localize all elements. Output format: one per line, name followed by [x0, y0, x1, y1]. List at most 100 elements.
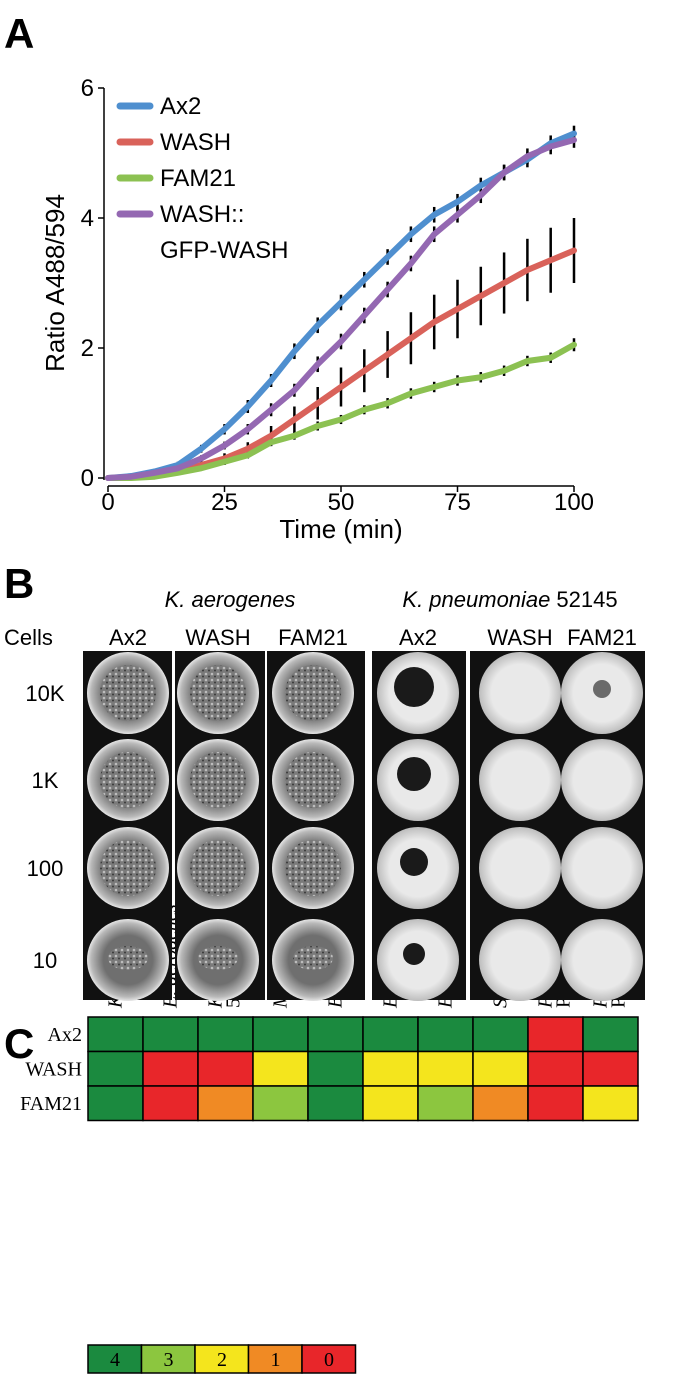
row-label: 10K — [25, 681, 64, 706]
plate-well — [479, 739, 561, 821]
scale-swatch — [194, 1344, 250, 1374]
row-label: 1K — [32, 768, 59, 793]
group-title-plain: 52145 — [556, 587, 617, 612]
plaque — [285, 752, 341, 808]
plaque — [285, 665, 341, 721]
plate-well — [561, 827, 643, 909]
heatmap-cell — [197, 1016, 254, 1053]
column-label: WASH — [487, 625, 552, 650]
scale-label: 2 — [217, 1349, 227, 1371]
heatmap-cell — [472, 1085, 529, 1122]
heatmap-cell — [87, 1016, 144, 1053]
scale-label: 0 — [324, 1349, 334, 1371]
scale-label: 1 — [271, 1349, 281, 1371]
clearing — [593, 680, 611, 698]
column-label: FAM21 — [567, 625, 637, 650]
y-axis-label: Ratio A488/594 — [40, 194, 70, 372]
heatmap-cell — [307, 1085, 364, 1122]
row-label: WASH — [25, 1059, 82, 1081]
heatmap-cell — [307, 1050, 364, 1087]
legend-label: WASH:: GFP-WASH — [160, 201, 288, 264]
scale-label: 4 — [110, 1349, 120, 1371]
plaque — [108, 946, 148, 970]
heatmap-cell — [582, 1016, 639, 1053]
plaque — [190, 840, 246, 896]
x-tick-label: 75 — [444, 489, 471, 516]
clearing — [397, 757, 431, 791]
heatmap-cell — [582, 1085, 639, 1122]
column-label: FAM21 — [278, 625, 348, 650]
x-tick-label: 50 — [328, 489, 355, 516]
x-tick-label: 0 — [101, 489, 114, 516]
plaque — [198, 946, 238, 970]
plate-well — [561, 739, 643, 821]
heatmap-cell — [472, 1050, 529, 1087]
heatmap-cell — [252, 1016, 309, 1053]
row-label: 100 — [27, 856, 64, 881]
group-title-italic: K. pneumoniae — [402, 587, 550, 612]
scale-swatch — [140, 1344, 196, 1374]
heatmap-cell — [362, 1016, 419, 1053]
panel-label: A — [4, 10, 34, 57]
x-tick-label: 100 — [554, 489, 594, 516]
series-line — [105, 341, 577, 481]
column-label: Ax2 — [399, 625, 437, 650]
plate-well — [479, 652, 561, 734]
clearing — [400, 848, 428, 876]
heatmap-cell — [582, 1050, 639, 1087]
heatmap-cell — [362, 1085, 419, 1122]
heatmap-cell — [417, 1085, 474, 1122]
scale-swatch — [301, 1344, 357, 1374]
plate-well — [479, 827, 561, 909]
heatmap-cell — [307, 1016, 364, 1053]
heatmap-cell — [197, 1085, 254, 1122]
plaque — [190, 752, 246, 808]
legend-label: Ax2 — [160, 93, 201, 120]
x-tick-label: 25 — [211, 489, 238, 516]
heatmap-cell — [142, 1085, 199, 1122]
heatmap-cell — [527, 1085, 584, 1122]
row-label: 10 — [33, 948, 57, 973]
plaque — [100, 840, 156, 896]
row-header: Cells — [4, 625, 53, 650]
heatmap-cell — [252, 1050, 309, 1087]
heatmap-cell — [527, 1016, 584, 1053]
x-axis-label: Time (min) — [279, 514, 402, 544]
heatmap-cell — [142, 1050, 199, 1087]
plate-well — [479, 919, 561, 1001]
group-title: K. pneumoniae 52145 — [402, 587, 617, 612]
scale-label: 3 — [164, 1349, 174, 1371]
series-line — [105, 247, 577, 481]
y-tick-label: 4 — [81, 205, 94, 232]
plaque — [100, 665, 156, 721]
heatmap-cell — [472, 1016, 529, 1053]
series-line — [105, 137, 577, 481]
plate-well — [561, 919, 643, 1001]
clearing — [403, 943, 425, 965]
heatmap-cell — [87, 1050, 144, 1087]
heatmap-cell — [87, 1085, 144, 1122]
y-tick-label: 2 — [81, 335, 94, 362]
plaque — [190, 665, 246, 721]
plaque — [100, 752, 156, 808]
scale-swatch — [247, 1344, 303, 1374]
heatmap-cell — [417, 1050, 474, 1087]
heatmap-cell — [527, 1050, 584, 1087]
row-label: Ax2 — [48, 1024, 82, 1046]
row-label: FAM21 — [20, 1093, 82, 1115]
column-label: WASH — [185, 625, 250, 650]
heatmap-cell — [197, 1050, 254, 1087]
heatmap-cell — [417, 1016, 474, 1053]
heatmap-cell — [252, 1085, 309, 1122]
group-title-italic: K. aerogenes — [165, 587, 296, 612]
y-tick-label: 6 — [81, 75, 94, 102]
column-label: Ax2 — [109, 625, 147, 650]
clearing — [394, 667, 434, 707]
plaque — [285, 840, 341, 896]
panel-label: C — [4, 1020, 34, 1067]
heatmap-cell — [362, 1050, 419, 1087]
panel-label: B — [4, 560, 34, 607]
group-title: K. aerogenes — [165, 587, 296, 612]
heatmap-cell — [142, 1016, 199, 1053]
